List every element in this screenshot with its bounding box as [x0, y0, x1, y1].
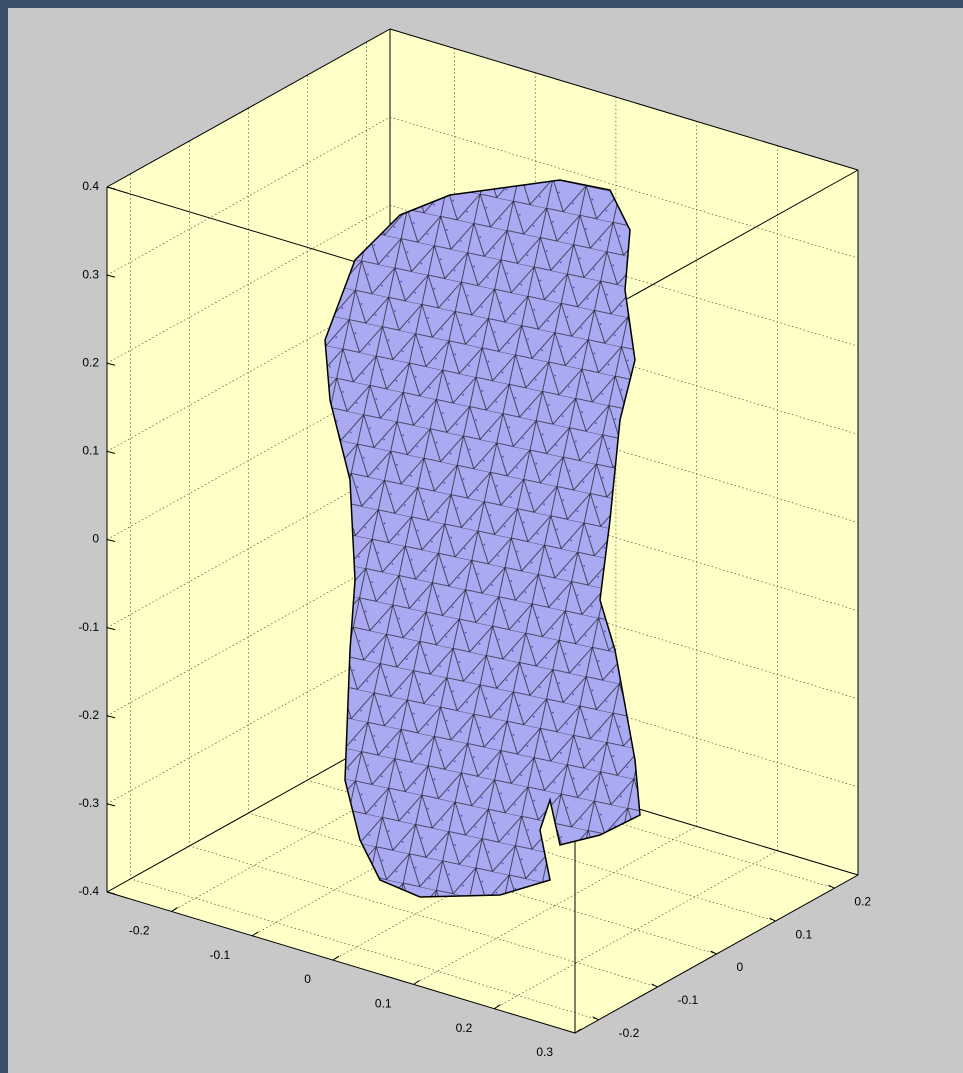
x-tick-label: -0.2 [129, 924, 150, 938]
z-tick-label: 0.1 [82, 444, 99, 458]
y-tick-label: 0.2 [854, 894, 871, 908]
figure: -0.4 -0.3 -0.2 -0.1 0 0.1 0.2 0.3 0.4 -0.2 -0.1 0 0.… [0, 0, 963, 1073]
mesh-surface [325, 180, 640, 897]
x-tick-label: 0.3 [536, 1045, 553, 1059]
z-tick-label: 0 [92, 532, 99, 546]
x-tick-label: 0.2 [456, 1021, 473, 1035]
y-tick-label: -0.2 [619, 1026, 640, 1040]
y-tick-label: -0.1 [678, 993, 699, 1007]
mesh-edges [325, 180, 640, 897]
z-tick-label: -0.4 [78, 884, 99, 898]
x-tick-label: 0.1 [375, 997, 392, 1011]
z-tick-label: 0.2 [82, 355, 99, 369]
y-tick-label: 0.1 [795, 927, 812, 941]
x-tick-label: 0 [304, 972, 311, 986]
z-tick-label: 0.3 [82, 267, 99, 281]
z-tick-label: -0.3 [78, 796, 99, 810]
y-tick-label: 0 [737, 960, 744, 974]
z-tick-label: -0.2 [78, 708, 99, 722]
x-tick-label: -0.1 [210, 948, 231, 962]
z-tick-label: -0.1 [78, 620, 99, 634]
z-tick-label: 0.4 [82, 179, 99, 193]
page: -0.4 -0.3 -0.2 -0.1 0 0.1 0.2 0.3 0.4 -0.2 -0.1 0 0.… [0, 0, 963, 1073]
